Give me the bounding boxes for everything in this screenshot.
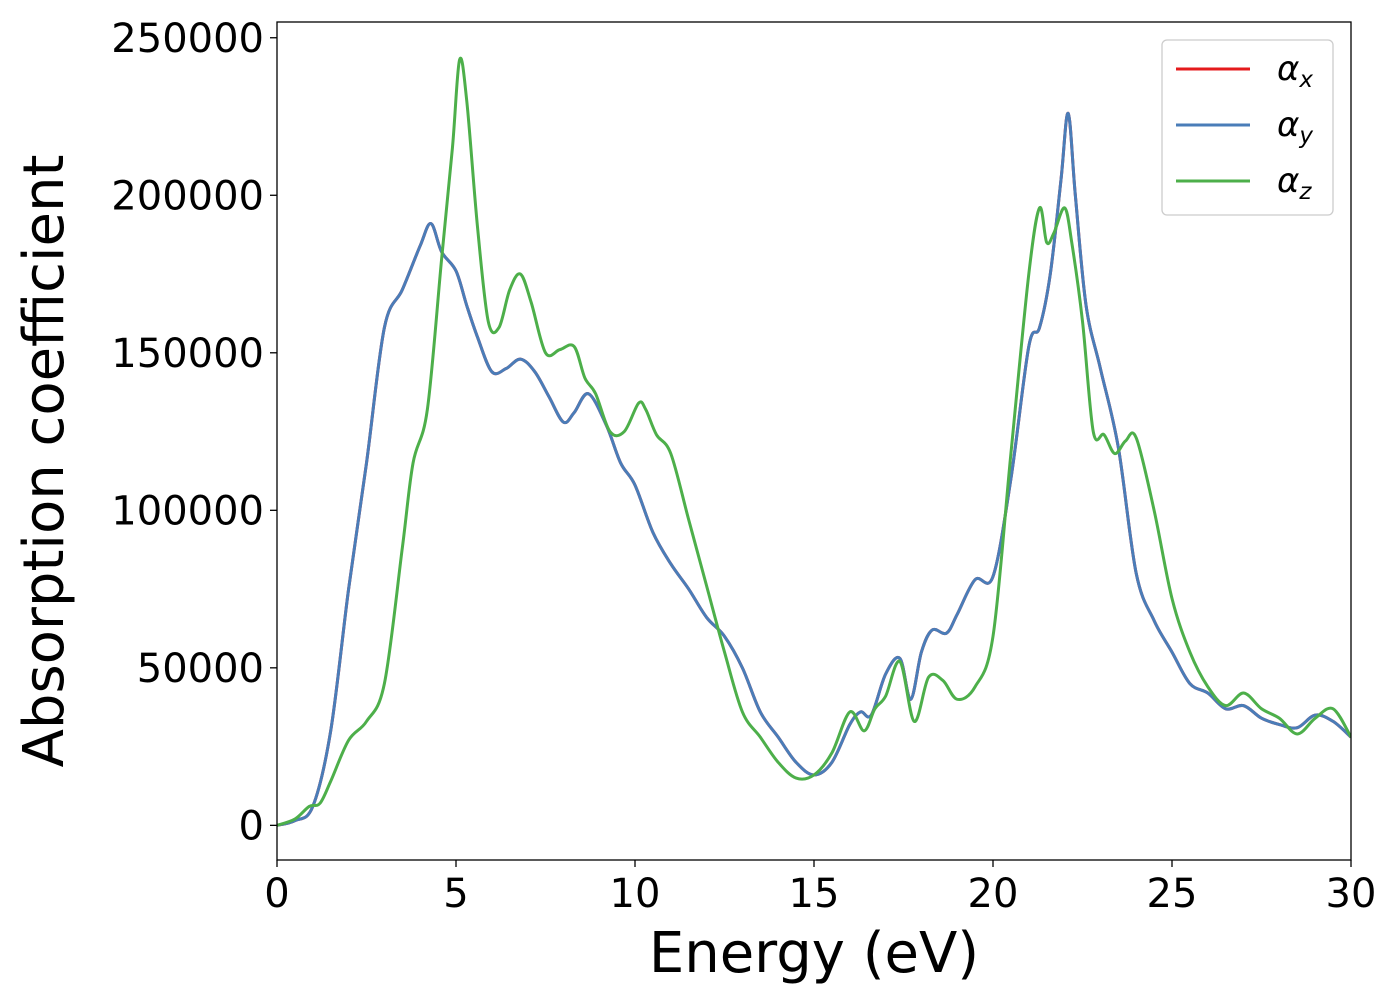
y-tick-label: 100000 <box>111 488 264 534</box>
x-axis-title: Energy (eV) <box>649 921 979 986</box>
y-tick-label: 200000 <box>111 173 264 219</box>
legend-label-y: αy <box>1277 105 1313 149</box>
legend: αx αy αz <box>1161 39 1334 216</box>
x-tick-label: 15 <box>789 871 840 917</box>
y-axis-title: Absorption coefficient <box>12 155 77 768</box>
legend-box <box>1161 39 1334 216</box>
series-line-y <box>277 111 1351 827</box>
x-tick-label: 0 <box>264 871 289 917</box>
y-tick-label: 250000 <box>111 16 264 62</box>
legend-label-x: αx <box>1277 49 1313 93</box>
legend-label-z: αz <box>1277 161 1312 205</box>
y-tick-label: 50000 <box>137 646 264 692</box>
x-tick-label: 30 <box>1326 871 1377 917</box>
x-tick-label: 20 <box>968 871 1019 917</box>
y-tick-label: 150000 <box>111 331 264 377</box>
axes-layer: 0 5 10 15 20 25 30 0 50000 100000 150000 200000 2500… <box>111 16 1376 917</box>
x-tick-label: 5 <box>443 871 468 917</box>
series-line-z <box>277 56 1351 827</box>
x-tick-label: 10 <box>610 871 661 917</box>
y-tick-label: 0 <box>239 803 264 849</box>
x-tick-label: 25 <box>1147 871 1198 917</box>
series-layer <box>277 56 1351 827</box>
